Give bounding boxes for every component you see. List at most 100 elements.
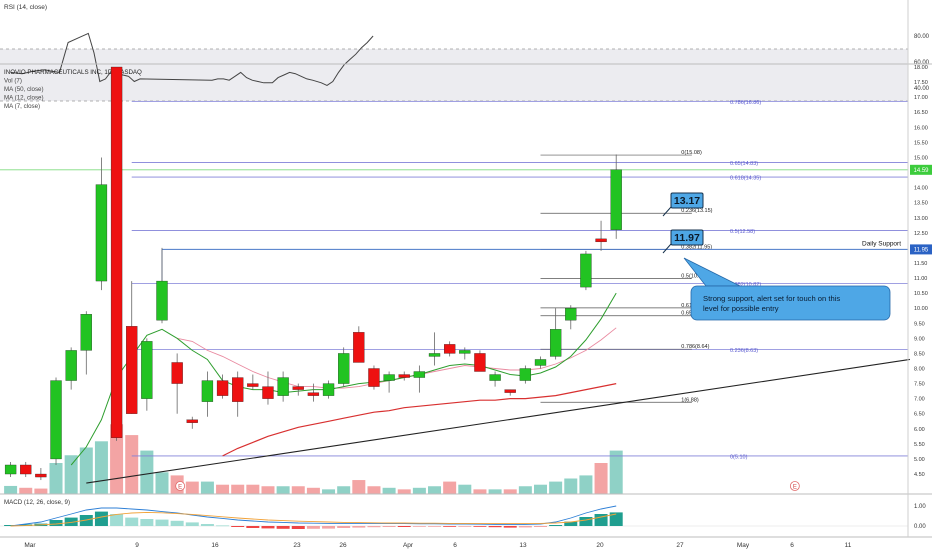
price-tick: 5.00 — [914, 457, 925, 463]
candle-body — [459, 350, 471, 354]
macd-label: MACD (12, 26, close, 9) — [4, 499, 70, 506]
note-box — [690, 285, 891, 321]
macd-histogram-bar — [397, 526, 411, 527]
price-tick: 8.50 — [914, 351, 925, 357]
volume-bar — [19, 487, 33, 494]
candle-body — [35, 473, 47, 478]
macd-histogram-bar — [79, 515, 93, 526]
candle-body — [171, 362, 183, 384]
volume-bar — [291, 486, 305, 494]
rsi-panel: RSI (14, close) 80.00 60.00 40.00 — [0, 4, 930, 102]
macd-histogram-bar — [428, 526, 442, 527]
macd-histogram-bar — [352, 526, 366, 528]
macd-panel: MACD (12, 26, close, 9) 1.00 0.00 — [0, 499, 926, 530]
time-axis-label: 20 — [596, 542, 604, 549]
candle-body — [444, 344, 456, 354]
callout-1197-box — [670, 229, 704, 246]
event-marker-label: E — [793, 484, 797, 490]
candle-body — [398, 374, 410, 378]
candle-body — [216, 380, 229, 396]
candle-body — [610, 169, 622, 230]
price-tick: 16.50 — [914, 110, 928, 116]
time-axis-label: 13 — [519, 542, 527, 549]
price-tick: 18.00 — [914, 65, 928, 71]
time-axis: Mar 9 16 23 26 Apr 6 13 20 27 May 6 11 — [24, 542, 851, 549]
macd-histogram-bar — [110, 514, 124, 526]
candle-body — [141, 341, 153, 399]
note-pointer — [683, 257, 741, 287]
candle-body — [247, 383, 259, 387]
price-tick: 10.50 — [914, 291, 928, 297]
legend-entry: INOVIO PHARMACEUTICALS INC, 1D, NASDAQ — [4, 69, 142, 76]
price-tick: 15.50 — [914, 140, 928, 146]
price-tick: 11.50 — [914, 261, 927, 267]
price-tick: 13.00 — [914, 216, 928, 222]
macd-histogram-bar — [579, 517, 593, 526]
volume-bar — [64, 455, 78, 494]
macd-histogram-bar — [170, 520, 184, 526]
volume-bar — [276, 486, 290, 494]
candle-body — [277, 377, 289, 396]
macd-histogram-bar — [49, 520, 63, 526]
volume-bar — [488, 489, 502, 494]
fib-level-label: 0.65(14.83) — [730, 161, 758, 167]
rsi-tick: 40.00 — [914, 86, 930, 92]
time-axis-label: 26 — [339, 542, 347, 549]
price-panel: 18.0017.5017.0016.5016.0015.5015.0014.50… — [0, 65, 928, 494]
rsi-band — [0, 49, 908, 101]
time-axis-label: 23 — [293, 542, 301, 549]
macd-histogram-bar — [216, 525, 230, 527]
macd-tick: 1.00 — [914, 504, 926, 510]
fib-level-label: 0(5.10) — [730, 454, 748, 460]
price-tick: 6.00 — [914, 427, 925, 433]
candle-body — [595, 238, 607, 243]
rsi-line — [10, 32, 374, 86]
callout-1317-text: 13.17 — [674, 195, 700, 207]
time-axis-label: Apr — [403, 542, 414, 549]
fib-level-label: 0.382(10.82) — [730, 282, 761, 288]
event-marker-label: E — [178, 484, 182, 490]
macd-tick: 0.00 — [914, 524, 926, 530]
price-tick: 7.50 — [914, 382, 925, 388]
callout-1197-text: 11.97 — [674, 232, 700, 244]
last-price-badge — [910, 164, 932, 175]
callout-1317-box — [670, 192, 704, 209]
support-price-label: 11.95 — [914, 247, 929, 253]
volume-bar — [49, 463, 63, 494]
volume-bar — [428, 486, 442, 494]
macd-line — [10, 505, 617, 527]
fib-level-label: 0.236(8.63) — [730, 348, 758, 354]
volume-bar — [594, 463, 608, 494]
volume-bar — [549, 481, 563, 494]
macd-histogram-bar — [94, 511, 108, 526]
candle-body — [4, 464, 17, 475]
macd-histogram-bar — [231, 526, 245, 527]
rsi-tick: 80.00 — [914, 34, 930, 40]
callout-pointer — [662, 206, 672, 217]
volume-bar — [382, 487, 396, 494]
volume-bar — [4, 485, 18, 494]
price-tick: 15.00 — [914, 155, 928, 161]
volume-bar — [564, 478, 578, 494]
volume-bar — [352, 480, 366, 494]
candle-body — [474, 353, 486, 372]
macd-histogram-bar — [534, 526, 547, 527]
candle-body — [65, 350, 77, 381]
fib-level-label: 0.618(14.35) — [730, 176, 761, 182]
volume-bar — [503, 489, 517, 494]
note-text: Strong support, alert set for touch on t… — [703, 294, 840, 313]
price-tick: 5.50 — [914, 442, 925, 448]
fib-level-label: 0.786(16.86) — [730, 100, 761, 106]
candle-body — [232, 377, 244, 402]
candle-body — [413, 371, 426, 378]
time-axis-label: 6 — [453, 542, 457, 549]
price-tick: 8.00 — [914, 367, 925, 373]
volume-bar — [200, 481, 214, 494]
candle-body — [338, 353, 350, 384]
legend-entry: MA (7, close) — [4, 103, 40, 110]
support-price-badge — [910, 244, 932, 255]
price-tick: 7.00 — [914, 397, 925, 403]
legend-entry: Vol (7) — [4, 78, 22, 85]
macd-histogram-bar — [185, 522, 199, 526]
